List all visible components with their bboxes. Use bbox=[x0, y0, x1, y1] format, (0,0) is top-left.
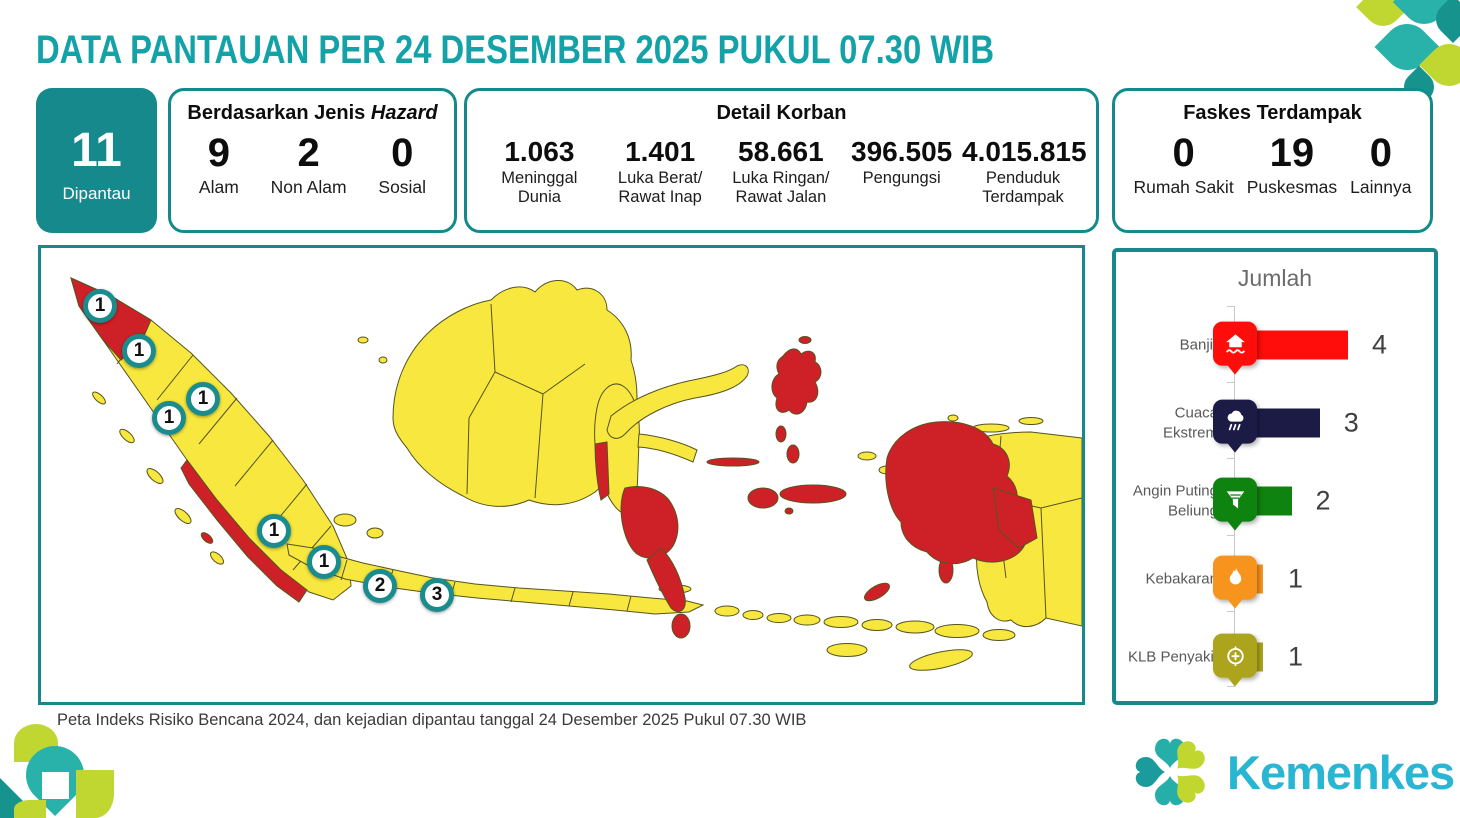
map-marker[interactable]: 3 bbox=[420, 578, 454, 612]
stat-non-alam: 2 Non Alam bbox=[271, 132, 347, 197]
kemenkes-brand: Kemenkes bbox=[1128, 733, 1455, 811]
victim-detail-card: Detail Korban 1.063 Meninggal Dunia 1.40… bbox=[464, 88, 1099, 233]
leaf-shape bbox=[14, 800, 46, 818]
stat-value: 4.015.815 bbox=[962, 136, 1087, 167]
stat-value: 0 bbox=[391, 131, 414, 175]
stat-label: Non Alam bbox=[270, 177, 347, 197]
chart-row-klb-penyakit: KLB Penyakit 1 bbox=[1116, 618, 1434, 696]
bar-value: 1 bbox=[1288, 563, 1304, 594]
stat-label: Alam bbox=[198, 177, 239, 197]
chart-row-kebakaran: Kebakaran 1 bbox=[1116, 540, 1434, 618]
hazard-card-title: Berdasarkan Jenis Hazard bbox=[171, 102, 454, 125]
monitored-count-card: 11 Dipantau bbox=[36, 88, 157, 233]
map-marker[interactable]: 1 bbox=[257, 514, 291, 548]
bar-value: 3 bbox=[1343, 407, 1359, 438]
map-marker[interactable]: 1 bbox=[122, 334, 156, 368]
disease-outbreak-icon[interactable] bbox=[1213, 633, 1257, 687]
category-label: Banjir bbox=[1179, 336, 1218, 354]
bar-value: 1 bbox=[1288, 641, 1304, 672]
stat-alam: 9 Alam bbox=[199, 132, 239, 197]
map-land-high-risk bbox=[70, 277, 1038, 639]
stat-value: 0 bbox=[1369, 131, 1392, 175]
stat-label: Luka Ringan/ Rawat Jalan bbox=[732, 169, 830, 207]
category-label: Kebakaran bbox=[1145, 570, 1218, 588]
leaf-shape bbox=[42, 772, 69, 799]
flood-icon[interactable] bbox=[1213, 321, 1257, 375]
stat-value: 9 bbox=[207, 131, 230, 175]
stat-value: 1.401 bbox=[625, 136, 696, 167]
axis-tick bbox=[1227, 458, 1234, 460]
stat-value: 0 bbox=[1172, 131, 1195, 175]
kemenkes-logo-icon bbox=[1135, 738, 1205, 806]
chart-title: Jumlah bbox=[1237, 265, 1313, 291]
tornado-icon[interactable] bbox=[1213, 477, 1257, 531]
stat-puskesmas: 19 Puskesmas bbox=[1247, 132, 1337, 197]
stat-value: 58.661 bbox=[738, 136, 824, 167]
hazard-title-italic: Hazard bbox=[370, 102, 438, 124]
hazard-title-main: Berdasarkan Jenis bbox=[187, 102, 366, 124]
chart-body: Banjir 4 Cuaca Ekstrem bbox=[1116, 306, 1434, 687]
stat-label: Pengungsi bbox=[862, 169, 941, 188]
leaf-shape bbox=[76, 770, 114, 818]
map-marker[interactable]: 2 bbox=[363, 569, 397, 603]
stat-rumah-sakit: 0 Rumah Sakit bbox=[1134, 132, 1234, 197]
stat-value: 1.063 bbox=[504, 136, 575, 167]
incident-count-chart-panel: Jumlah Banjir 4 bbox=[1112, 248, 1438, 705]
map-caption: Peta Indeks Risiko Bencana 2024, dan kej… bbox=[57, 711, 807, 729]
map-marker[interactable]: 1 bbox=[307, 545, 341, 579]
stat-label: Puskesmas bbox=[1246, 177, 1338, 197]
category-label: Angin Puting Beliung bbox=[1132, 482, 1218, 520]
kemenkes-brand-text: Kemenkes bbox=[1227, 745, 1455, 799]
stat-label: Meninggal Dunia bbox=[501, 169, 578, 207]
stat-value: 2 bbox=[297, 131, 320, 175]
hazard-type-card: Berdasarkan Jenis Hazard 9 Alam 2 Non Al… bbox=[168, 88, 457, 233]
category-label: Cuaca Ekstrem bbox=[1162, 404, 1218, 442]
category-label: KLB Penyakit bbox=[1127, 648, 1218, 666]
stat-pengungsi: 396.505 Pengungsi bbox=[841, 137, 962, 188]
stat-value: 396.505 bbox=[851, 136, 953, 167]
axis-tick bbox=[1227, 534, 1234, 536]
stat-luka-berat: 1.401 Luka Berat/ Rawat Inap bbox=[600, 137, 721, 207]
chart-row-banjir: Banjir 4 bbox=[1116, 306, 1434, 384]
axis-tick bbox=[1227, 610, 1234, 612]
stat-luka-ringan: 58.661 Luka Ringan/ Rawat Jalan bbox=[721, 137, 842, 207]
stat-meninggal: 1.063 Meninggal Dunia bbox=[479, 137, 600, 207]
page-title: DATA PANTAUAN PER 24 DESEMBER 2025 PUKUL… bbox=[36, 28, 995, 72]
fire-icon[interactable] bbox=[1213, 555, 1257, 609]
axis-tick bbox=[1227, 306, 1234, 307]
stat-label: Lainnya bbox=[1350, 177, 1412, 197]
stat-label: Sosial bbox=[378, 177, 427, 197]
axis-tick bbox=[1227, 382, 1234, 384]
chart-row-cuaca-ekstrem: Cuaca Ekstrem 3 bbox=[1116, 384, 1434, 462]
stat-value: 19 bbox=[1269, 131, 1315, 175]
map-marker[interactable]: 1 bbox=[83, 289, 117, 323]
korban-card-title: Detail Korban bbox=[716, 102, 847, 124]
faskes-card-title: Faskes Terdampak bbox=[1183, 102, 1362, 124]
monitored-value: 11 bbox=[71, 124, 122, 177]
monitored-label: Dipantau bbox=[62, 184, 131, 203]
chart-row-angin-puting-beliung: Angin Puting Beliung 2 bbox=[1116, 462, 1434, 540]
bar-value: 4 bbox=[1372, 329, 1388, 360]
stat-penduduk-terdampak: 4.015.815 Penduduk Terdampak bbox=[962, 136, 1087, 207]
stat-label: Rumah Sakit bbox=[1133, 177, 1234, 197]
stat-sosial: 0 Sosial bbox=[378, 132, 426, 197]
map-marker[interactable]: 1 bbox=[186, 382, 220, 416]
bar-value: 2 bbox=[1315, 485, 1331, 516]
stat-label: Penduduk Terdampak bbox=[982, 169, 1064, 207]
map-marker[interactable]: 1 bbox=[152, 401, 186, 435]
stat-lainnya: 0 Lainnya bbox=[1350, 132, 1411, 197]
extreme-weather-icon[interactable] bbox=[1213, 399, 1257, 453]
stat-label: Luka Berat/ Rawat Inap bbox=[617, 169, 703, 207]
faskes-card: Faskes Terdampak 0 Rumah Sakit 19 Puskes… bbox=[1112, 88, 1433, 233]
